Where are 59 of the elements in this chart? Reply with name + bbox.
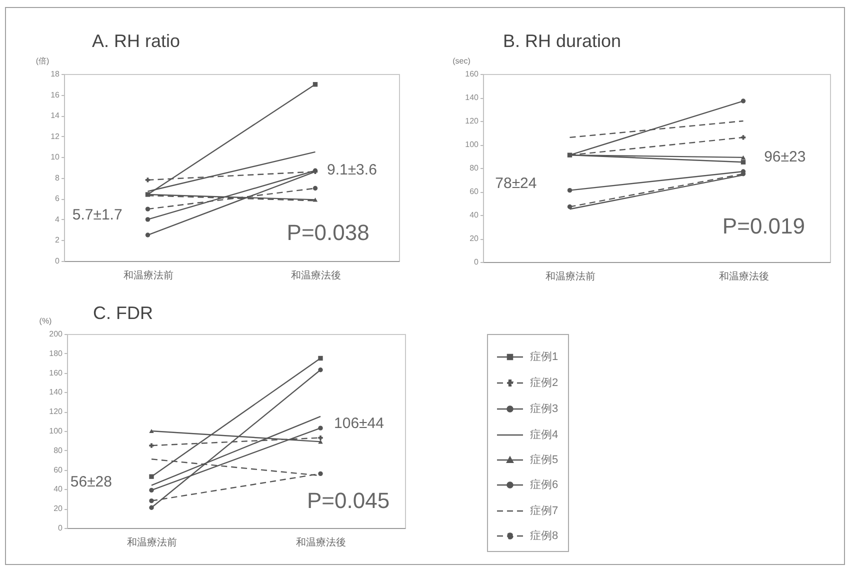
annotation: P=0.038 xyxy=(286,220,370,245)
y-axis-title: (sec) xyxy=(452,56,471,66)
x-tick-label: 和温療法後 xyxy=(718,270,769,282)
y-tick-label: 120 xyxy=(465,116,480,126)
legend-label: 症例4 xyxy=(530,428,558,441)
y-tick-label: 160 xyxy=(49,368,64,378)
y-tick-label: 20 xyxy=(470,234,480,243)
legend-label: 症例8 xyxy=(530,529,558,542)
chart-title: C. FDR xyxy=(93,303,153,323)
x-tick-label: 和温療法前 xyxy=(127,536,177,548)
y-tick-label: 100 xyxy=(465,140,480,149)
y-tick-label: 40 xyxy=(54,484,64,494)
y-tick-label: 10 xyxy=(50,152,60,162)
x-tick-label: 和温療法後 xyxy=(296,536,346,548)
y-tick-label: 100 xyxy=(49,426,64,436)
y-tick-label: 160 xyxy=(465,70,480,78)
y-tick-label: 60 xyxy=(54,465,64,474)
y-tick-label: 20 xyxy=(54,504,64,514)
annotation: 96±23 xyxy=(764,148,806,166)
x-tick-label: 和温療法前 xyxy=(545,270,596,282)
y-tick-label: 60 xyxy=(470,187,480,196)
annotation: 106±44 xyxy=(334,415,384,432)
y-tick-label: 2 xyxy=(55,236,60,245)
y-tick-label: 4 xyxy=(55,214,60,224)
y-tick-label: 6 xyxy=(55,194,60,204)
annotation: 5.7±1.7 xyxy=(72,206,122,224)
y-tick-label: 140 xyxy=(465,93,480,102)
legend-label: 症例5 xyxy=(530,453,558,466)
annotation: 9.1±3.6 xyxy=(326,161,377,178)
y-tick-label: 140 xyxy=(49,388,64,397)
y-tick-label: 200 xyxy=(49,330,64,338)
chart-title: B. RH duration xyxy=(503,31,622,51)
y-tick-label: 120 xyxy=(49,407,64,416)
annotation: P=0.019 xyxy=(722,213,806,238)
annotation: 56±28 xyxy=(70,473,112,490)
y-tick-label: 8 xyxy=(55,173,60,182)
legend-label: 症例2 xyxy=(530,376,558,389)
annotation: 78±24 xyxy=(495,175,537,192)
chart-title: A. RH ratio xyxy=(92,31,180,51)
y-tick-label: 0 xyxy=(55,256,60,266)
legend-label: 症例3 xyxy=(530,402,558,415)
y-tick-label: 180 xyxy=(49,348,64,358)
x-tick-label: 和温療法前 xyxy=(123,270,174,282)
y-axis-title: (倍) xyxy=(36,56,50,66)
y-tick-label: 40 xyxy=(470,210,480,220)
y-tick-label: 18 xyxy=(50,70,60,78)
legend-label: 症例7 xyxy=(530,504,558,517)
legend-label: 症例6 xyxy=(530,478,558,491)
y-tick-label: 0 xyxy=(58,524,64,532)
annotation: P=0.045 xyxy=(306,488,390,513)
legend-label: 症例1 xyxy=(530,350,558,363)
y-tick-label: 80 xyxy=(470,164,480,172)
y-tick-label: 12 xyxy=(50,132,60,141)
y-tick-label: 0 xyxy=(474,258,480,266)
y-tick-label: 14 xyxy=(50,111,60,120)
y-tick-label: 80 xyxy=(54,446,64,455)
y-axis-title: (%) xyxy=(39,316,52,326)
y-tick-label: 16 xyxy=(50,90,60,100)
x-tick-label: 和温療法後 xyxy=(290,270,341,282)
